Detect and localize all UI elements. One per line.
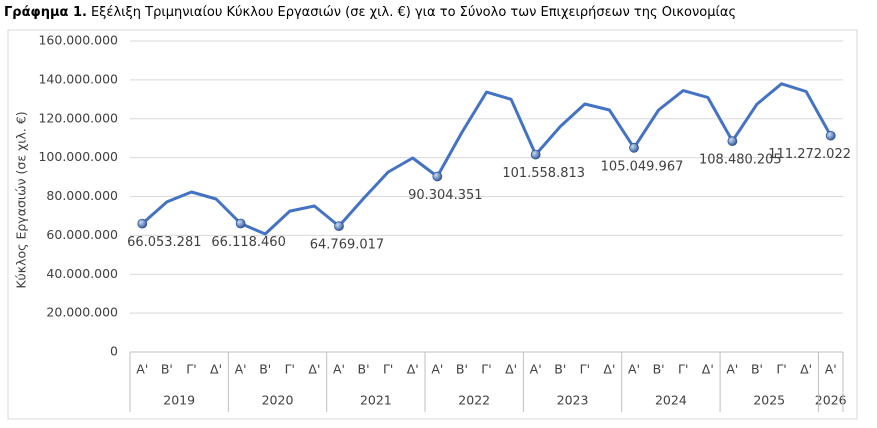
x-tick-label: Α' — [333, 362, 345, 377]
x-tick-label: Δ' — [407, 362, 419, 377]
x-tick-label: Α' — [431, 362, 443, 377]
x-tick-label: Γ' — [285, 362, 295, 377]
marker — [334, 221, 344, 232]
y-tick-label: 160.000.000 — [38, 33, 118, 48]
year-label: 2024 — [655, 393, 687, 408]
x-tick-label: Δ' — [308, 362, 320, 377]
year-label: 2021 — [360, 393, 392, 408]
year-label: 2023 — [557, 393, 589, 408]
chart-title: Γράφημα 1. Εξέλιξη Τριμηνιαίου Κύκλου Εργ… — [4, 5, 736, 20]
x-tick-label: Γ' — [678, 362, 688, 377]
x-tick-label: Β' — [456, 362, 468, 377]
year-label: 2022 — [458, 393, 490, 408]
x-tick-label: Β' — [751, 362, 763, 377]
x-tick-label: Γ' — [481, 362, 491, 377]
title-prefix: Γράφημα 1. — [4, 5, 87, 20]
x-tick-label: Α' — [136, 362, 148, 377]
year-label: 2025 — [753, 393, 785, 408]
x-tick-label: Α' — [628, 362, 640, 377]
y-tick-label: 0 — [110, 344, 118, 359]
data-label: 64.769.017 — [310, 238, 384, 253]
data-label: 66.053.281 — [127, 235, 201, 250]
x-tick-label: Δ' — [702, 362, 714, 377]
x-tick-label: Α' — [530, 362, 542, 377]
y-tick-label: 120.000.000 — [38, 110, 118, 125]
y-tick-label: 100.000.000 — [38, 149, 118, 164]
data-label: 66.118.460 — [211, 235, 285, 250]
x-tick-label: Α' — [825, 362, 837, 377]
data-label: 108.480.205 — [699, 153, 782, 168]
year-label: 2019 — [163, 393, 195, 408]
marker — [432, 171, 443, 182]
x-tick-label: Γ' — [383, 362, 393, 377]
x-tick-label: Δ' — [603, 362, 615, 377]
x-tick-label: Β' — [259, 362, 271, 377]
year-label: 2020 — [262, 393, 294, 408]
data-label: 111.272.022 — [768, 147, 851, 162]
data-label: 101.558.813 — [502, 166, 585, 181]
y-axis-label: Κύκλος Εργασιών (σε χιλ. €) — [14, 111, 29, 288]
x-tick-label: Α' — [235, 362, 247, 377]
y-tick-label: 60.000.000 — [46, 227, 118, 242]
marker — [137, 218, 148, 229]
marker — [825, 130, 836, 141]
x-tick-label: Γ' — [580, 362, 590, 377]
title-text: Εξέλιξη Τριμηνιαίου Κύκλου Εργασιών (σε … — [90, 5, 737, 20]
marker — [629, 142, 639, 153]
x-tick-label: Δ' — [800, 362, 812, 377]
y-tick-label: 140.000.000 — [38, 71, 118, 86]
year-label: 2026 — [815, 393, 847, 408]
x-tick-label: Α' — [726, 362, 738, 377]
data-label: 105.049.967 — [601, 159, 684, 174]
marker — [235, 218, 246, 229]
x-tick-label: Γ' — [776, 362, 786, 377]
x-tick-label: Γ' — [186, 362, 196, 377]
marker — [530, 149, 541, 160]
y-tick-label: 80.000.000 — [46, 188, 118, 203]
x-tick-label: Δ' — [505, 362, 517, 377]
y-tick-label: 20.000.000 — [46, 305, 118, 320]
x-tick-label: Β' — [161, 362, 173, 377]
y-tick-label: 40.000.000 — [46, 266, 118, 281]
x-tick-label: Β' — [653, 362, 665, 377]
x-tick-label: Δ' — [210, 362, 222, 377]
chart-border — [7, 29, 858, 420]
data-label: 90.304.351 — [408, 188, 482, 203]
x-tick-label: Β' — [358, 362, 370, 377]
data-line — [141, 82, 833, 236]
x-tick-label: Β' — [554, 362, 566, 377]
marker — [727, 136, 738, 147]
